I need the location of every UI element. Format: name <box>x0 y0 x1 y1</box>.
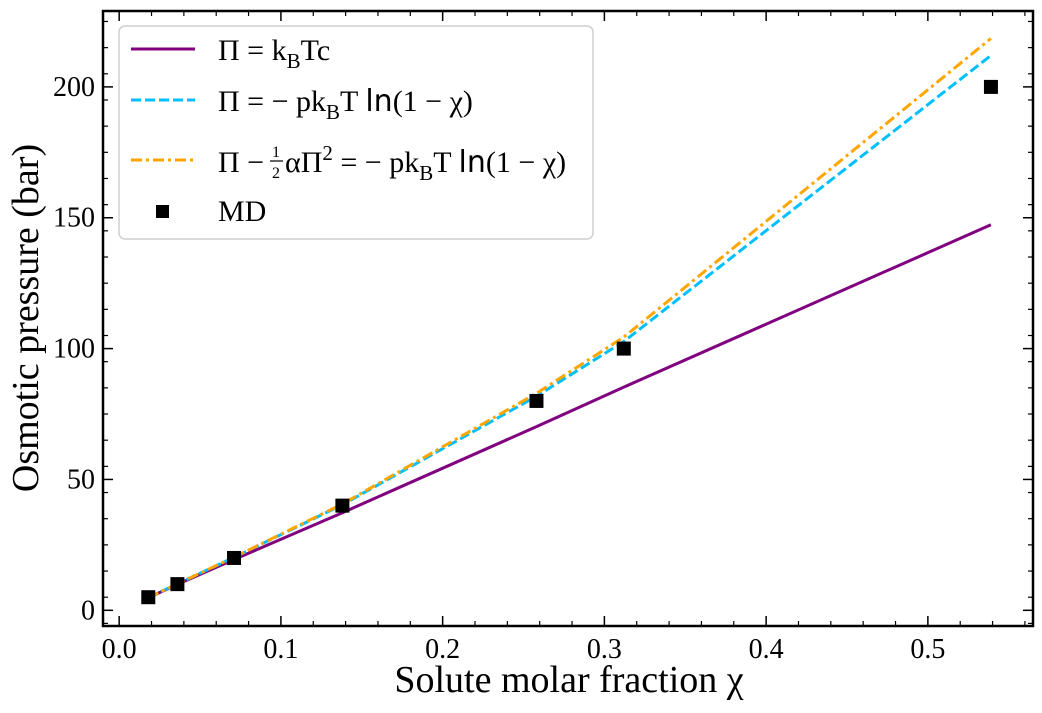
legend-label-log: Π = − pkBT ln(1 − χ) <box>218 84 473 124</box>
major-ticks <box>103 11 1033 626</box>
legend-label-ideal: Π = kBTc <box>218 34 330 73</box>
md-data-point <box>335 498 350 513</box>
y-tick-label: 0 <box>81 595 95 626</box>
ideal-law-line <box>147 223 992 600</box>
md-data-point <box>529 393 544 408</box>
legend-fraction-numerator: 1 <box>272 144 280 161</box>
x-tick-label: 0.0 <box>102 634 137 665</box>
x-tick-label: 0.4 <box>749 634 784 665</box>
legend-fraction-denominator: 2 <box>272 165 280 182</box>
md-data-point <box>983 79 998 94</box>
tick-labels: 0.0 0.1 0.2 0.3 0.4 0.5 0 50 100 150 200 <box>53 72 945 665</box>
md-data-point <box>170 577 185 592</box>
y-tick-label: 150 <box>53 203 95 234</box>
legend-label-nonlinear-rest: αΠ2 = − pkBT ln(1 − χ) <box>285 141 566 185</box>
md-data-point <box>227 550 242 565</box>
md-data-point <box>616 341 631 356</box>
series-layer <box>141 37 998 605</box>
x-tick-label: 0.2 <box>425 634 460 665</box>
legend-label-nonlinear: Π − <box>218 146 264 179</box>
x-tick-label: 0.5 <box>910 634 945 665</box>
y-tick-label: 200 <box>53 72 95 103</box>
x-axis-label: Solute molar fraction χ <box>394 659 743 701</box>
md-data-point <box>141 590 156 605</box>
legend: Π = kBTc Π = − pkBT ln(1 − χ) Π − 1 2 αΠ… <box>118 25 594 240</box>
x-tick-label: 0.1 <box>263 634 298 665</box>
plot-frame <box>101 9 1035 628</box>
y-tick-label: 100 <box>53 334 95 365</box>
x-tick-label: 0.3 <box>587 634 622 665</box>
y-axis-label: Osmotic pressure (bar) <box>5 144 47 492</box>
y-tick-label: 50 <box>67 464 95 495</box>
legend-box <box>118 25 594 240</box>
legend-label-md: MD <box>218 195 266 228</box>
legend-swatch-md-marker <box>156 205 169 218</box>
